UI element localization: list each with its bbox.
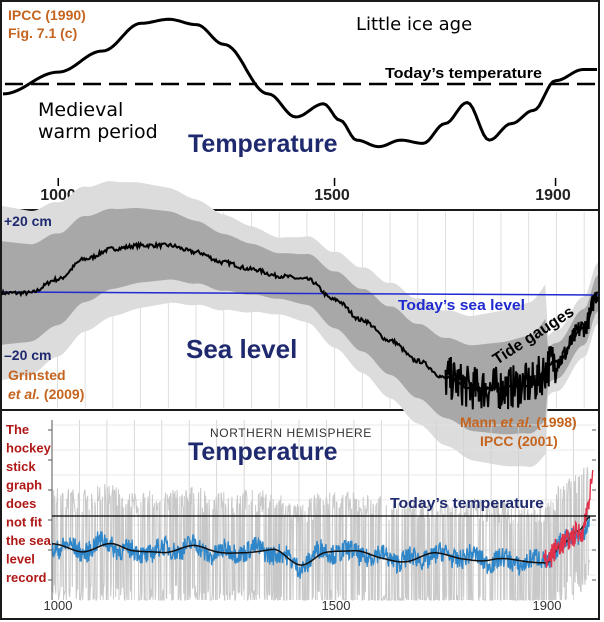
hockey-stick-note: The hockey stick graph does not fit the sea lev… [6, 422, 52, 585]
tick-label-1900-bottom: 1900 [533, 598, 562, 613]
hockey-note-line-5: does [6, 496, 36, 511]
hockey-note-line-7: the sea [6, 533, 52, 548]
instrumental-record-red [542, 469, 594, 568]
tick-label-1500-bottom: 1500 [322, 598, 351, 613]
minus-20-cm-label: –20 cm [4, 347, 51, 363]
middle-panel: +20 cm –20 cm Today’s sea level Sea leve… [1, 181, 599, 467]
northern-hemisphere-label: NORTHERN HEMISPHERE [210, 426, 372, 440]
et-al-italic: et al. [8, 386, 40, 402]
top-ticks [57, 178, 557, 186]
smoothed-reconstruction [52, 516, 591, 566]
mann-label: Mann et al. (1998) [460, 414, 577, 430]
todays-sea-level-label: Today’s sea level [398, 297, 525, 314]
ipcc-1990-label: IPCC (1990) [8, 7, 86, 23]
fig-7-1-label: Fig. 7.1 (c) [8, 25, 77, 41]
todays-temperature-label-top: Today’s temperature [385, 65, 542, 82]
hockey-note-line-4: graph [6, 478, 42, 493]
little-ice-age-label: Little ice age [356, 14, 472, 35]
temperature-title-bottom: Temperature [188, 438, 338, 466]
tide-gauge-record [444, 292, 599, 410]
top-panel: IPCC (1990) Fig. 7.1 (c) Little ice age … [2, 7, 597, 204]
hockey-note-line-1: The [6, 422, 29, 437]
grinsted-label: Grinsted [8, 367, 66, 383]
hockey-note-line-3: stick [6, 459, 36, 474]
todays-temperature-label-bottom: Today’s temperature [390, 495, 544, 512]
mann-name: Mann [460, 414, 500, 430]
ipcc-2001-label: IPCC (2001) [480, 433, 558, 449]
temperature-curve-1990 [2, 17, 597, 149]
temperature-title-top: Temperature [188, 130, 338, 158]
hockey-note-line-9: record [6, 570, 47, 585]
hockey-note-line-2: hockey [6, 441, 52, 456]
todays-sea-level-line [1, 291, 599, 296]
mann-year: (1998) [532, 414, 576, 430]
mann-et-al: et al. [500, 414, 532, 430]
medieval-label: Medieval [38, 99, 123, 121]
reconstruction-uncertainty-noise [51, 466, 590, 602]
sea-level-title: Sea level [186, 334, 297, 364]
tick-label-1900-top: 1900 [535, 187, 571, 204]
tick-label-1500-top: 1500 [314, 187, 350, 204]
plus-20-cm-label: +20 cm [4, 213, 52, 229]
bottom-panel: NORTHERN HEMISPHERE Temperature Mann et … [6, 414, 596, 613]
year-2009: (2009) [44, 386, 84, 402]
tick-label-1000-bottom: 1000 [44, 598, 73, 613]
hockey-note-line-8: level [6, 552, 35, 567]
hockey-note-line-6: not fit [6, 515, 43, 530]
proxy-reconstruction-blue [51, 515, 591, 579]
et-al-label: et al. (2009) [8, 386, 84, 402]
warm-period-label-text: warm period [38, 121, 158, 143]
